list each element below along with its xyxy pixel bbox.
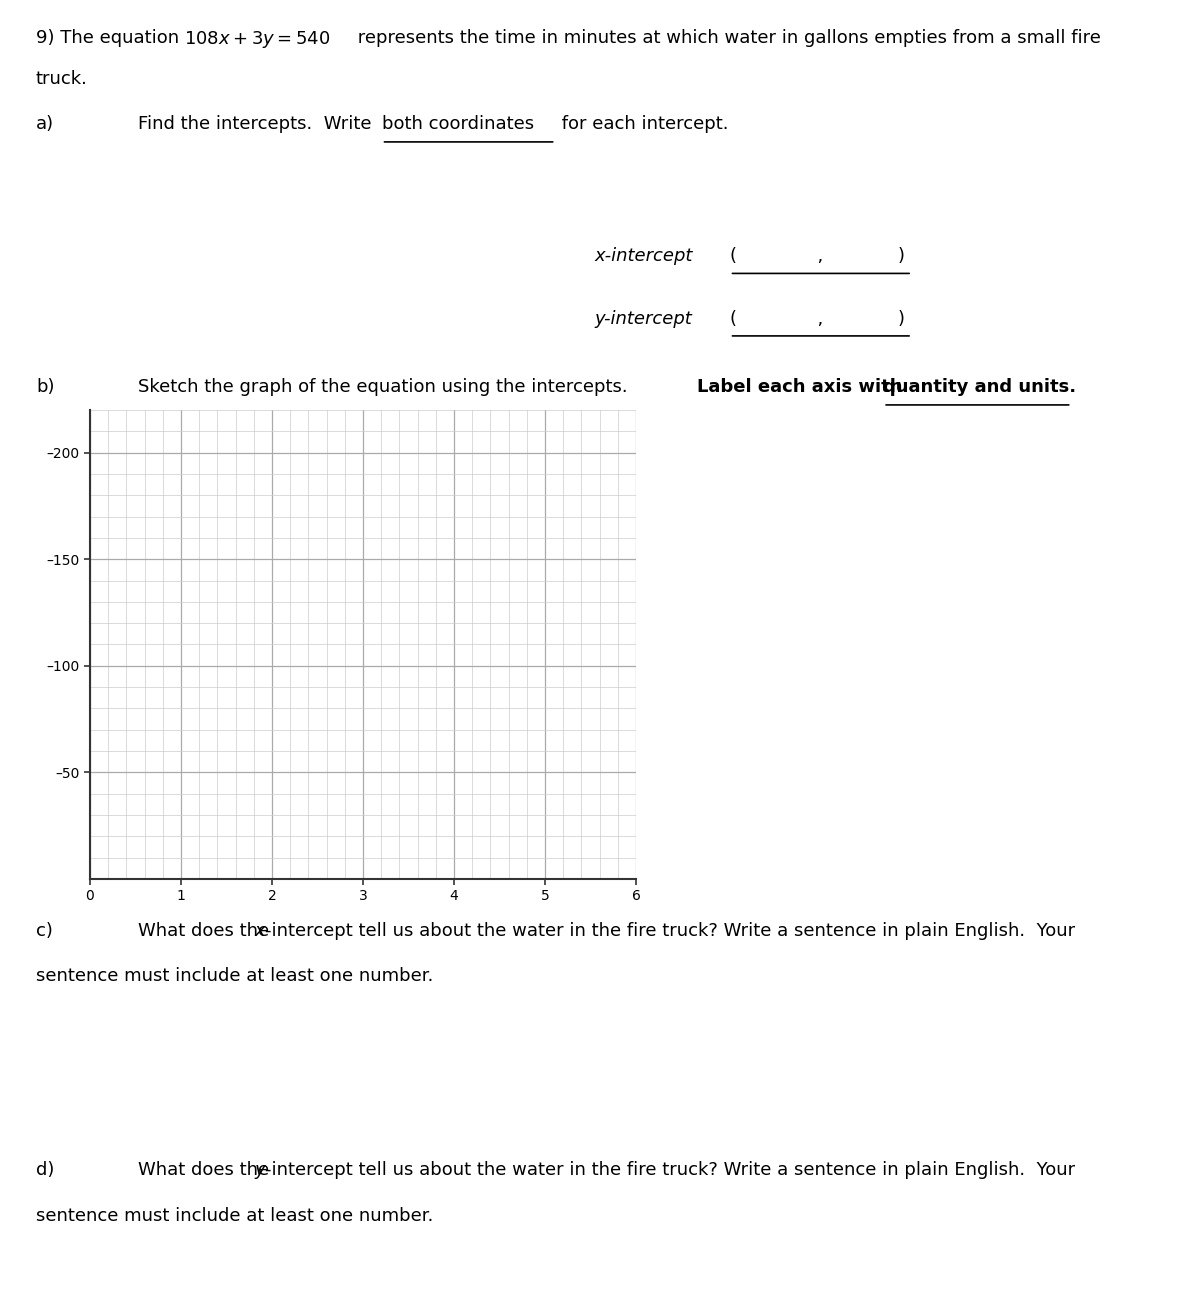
Text: Sketch the graph of the equation using the intercepts.: Sketch the graph of the equation using t… <box>138 378 634 396</box>
Text: represents the time in minutes at which water in gallons empties from a small fi: represents the time in minutes at which … <box>352 29 1100 47</box>
Text: $108x + 3y = 540$: $108x + 3y = 540$ <box>184 29 330 49</box>
Text: -intercept tell us about the water in the fire truck? Write a sentence in plain : -intercept tell us about the water in th… <box>265 922 1075 940</box>
Text: d): d) <box>36 1161 54 1180</box>
Text: x: x <box>254 922 265 940</box>
Text: for each intercept.: for each intercept. <box>556 115 728 133</box>
Text: -intercept tell us about the water in the fire truck? Write a sentence in plain : -intercept tell us about the water in th… <box>265 1161 1075 1180</box>
Text: Find the intercepts.  Write: Find the intercepts. Write <box>138 115 377 133</box>
Text: (              ,             ): ( , ) <box>730 247 905 266</box>
Text: sentence must include at least one number.: sentence must include at least one numbe… <box>36 1207 433 1225</box>
Text: What does the: What does the <box>138 1161 275 1180</box>
Text: y: y <box>254 1161 265 1180</box>
Text: truck.: truck. <box>36 70 88 89</box>
Text: quantity and units.: quantity and units. <box>883 378 1076 396</box>
Text: c): c) <box>36 922 53 940</box>
Text: 9) The equation: 9) The equation <box>36 29 179 47</box>
Text: y-intercept: y-intercept <box>594 310 691 328</box>
Text: both coordinates: both coordinates <box>382 115 534 133</box>
Text: (              ,             ): ( , ) <box>730 310 905 328</box>
Text: a): a) <box>36 115 54 133</box>
Text: b): b) <box>36 378 54 396</box>
Text: x-intercept: x-intercept <box>594 247 692 266</box>
Text: sentence must include at least one number.: sentence must include at least one numbe… <box>36 967 433 986</box>
Text: Label each axis with: Label each axis with <box>697 378 908 396</box>
Text: What does the: What does the <box>138 922 275 940</box>
